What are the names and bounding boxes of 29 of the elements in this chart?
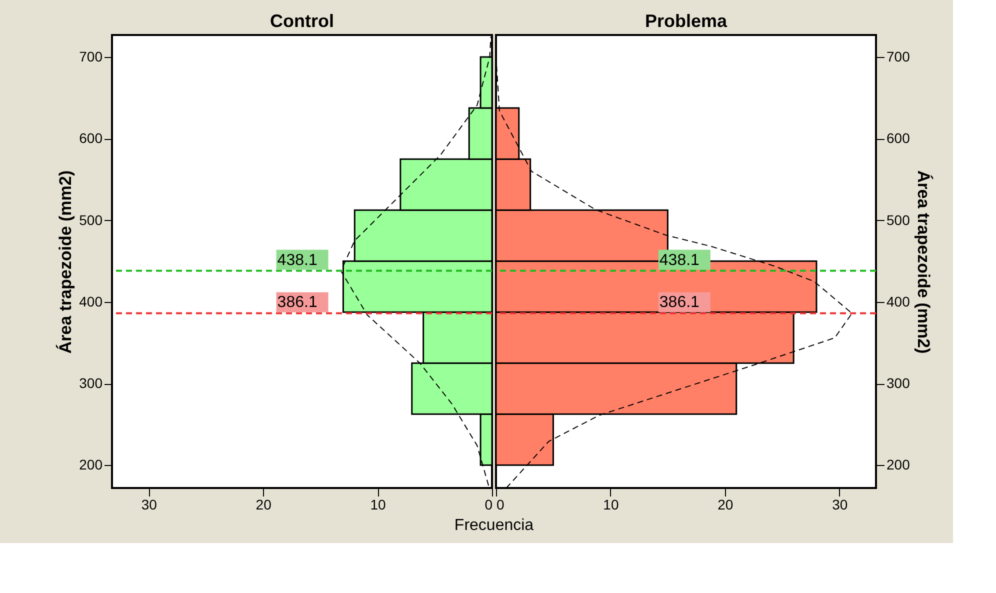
x-tick-label: 30 <box>832 496 848 512</box>
y-tick-label: 700 <box>886 48 910 65</box>
y-tick-label: 500 <box>79 212 103 228</box>
x-tick-label: 20 <box>718 496 734 512</box>
x-axis-title: Frecuencia <box>454 517 534 534</box>
y-tick-label: 500 <box>886 212 910 228</box>
chart-title: Problema <box>644 11 728 31</box>
x-tick-label: 10 <box>603 496 619 512</box>
chart-title: Control <box>270 11 334 31</box>
ref-line-label: 438.1 <box>659 252 700 269</box>
y-tick-label: 600 <box>79 130 103 146</box>
ref-line-label: 386.1 <box>659 294 700 312</box>
ref-line-label: 438.1 <box>277 252 318 269</box>
x-tick-label: 10 <box>370 496 386 512</box>
x-tick-label: 20 <box>256 496 272 512</box>
y-tick-label: 300 <box>886 375 910 392</box>
y-tick-label: 700 <box>79 48 103 65</box>
x-tick-label: 30 <box>141 496 158 512</box>
y-axis-title: Área trapezoide (mm2) <box>914 170 934 354</box>
y-tick-label: 300 <box>79 375 103 392</box>
y-tick-label: 200 <box>79 456 103 473</box>
y-tick-label: 400 <box>79 293 103 310</box>
y-tick-label: 600 <box>886 130 910 146</box>
y-axis-title: Área trapezoide (mm2) <box>55 170 76 354</box>
x-tick-label: 0 <box>496 496 504 512</box>
ref-line-label: 386.1 <box>277 294 318 312</box>
x-tick-label: 0 <box>484 496 493 512</box>
y-tick-label: 200 <box>886 456 910 473</box>
y-tick-label: 400 <box>886 293 910 310</box>
